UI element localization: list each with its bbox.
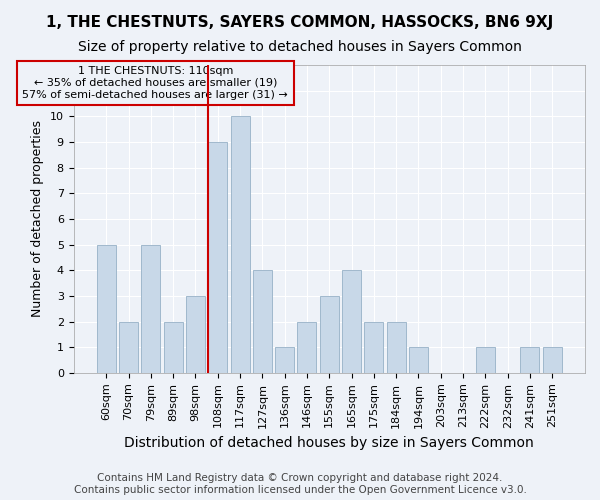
Text: Contains HM Land Registry data © Crown copyright and database right 2024.
Contai: Contains HM Land Registry data © Crown c… <box>74 474 526 495</box>
Bar <box>298 322 316 373</box>
Text: 1, THE CHESTNUTS, SAYERS COMMON, HASSOCKS, BN6 9XJ: 1, THE CHESTNUTS, SAYERS COMMON, HASSOCK… <box>46 15 554 30</box>
Bar <box>364 322 383 373</box>
Bar <box>386 322 406 373</box>
Bar <box>142 244 160 373</box>
Bar <box>409 347 428 373</box>
Bar <box>275 347 294 373</box>
Bar <box>208 142 227 373</box>
Bar <box>476 347 495 373</box>
Bar <box>230 116 250 373</box>
Bar <box>119 322 138 373</box>
Bar <box>342 270 361 373</box>
Text: 1 THE CHESTNUTS: 110sqm
← 35% of detached houses are smaller (19)
57% of semi-de: 1 THE CHESTNUTS: 110sqm ← 35% of detache… <box>22 66 288 100</box>
Bar <box>320 296 339 373</box>
Bar <box>543 347 562 373</box>
Bar <box>186 296 205 373</box>
X-axis label: Distribution of detached houses by size in Sayers Common: Distribution of detached houses by size … <box>124 436 534 450</box>
Text: Size of property relative to detached houses in Sayers Common: Size of property relative to detached ho… <box>78 40 522 54</box>
Bar <box>520 347 539 373</box>
Y-axis label: Number of detached properties: Number of detached properties <box>31 120 44 318</box>
Bar <box>164 322 182 373</box>
Bar <box>97 244 116 373</box>
Bar <box>253 270 272 373</box>
